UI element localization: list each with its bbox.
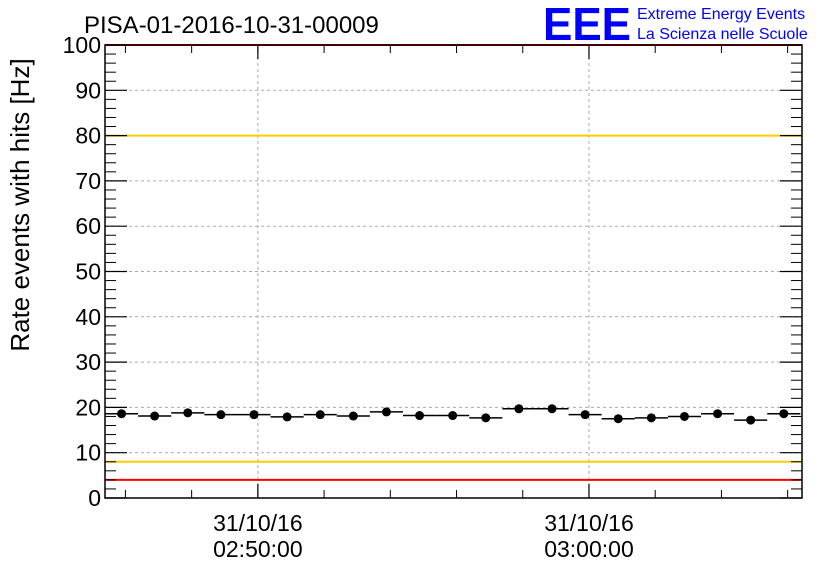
- y-axis-title: Rate events with hits [Hz]: [5, 58, 35, 351]
- y-tick-label: 100: [63, 32, 101, 58]
- data-point: [415, 411, 425, 421]
- data-point: [117, 409, 127, 419]
- y-tick-label: 90: [75, 77, 101, 103]
- y-tick-label: 60: [75, 213, 101, 239]
- y-tick-label: 0: [88, 485, 101, 511]
- data-point: [746, 415, 756, 425]
- logo-mark: EEE: [543, 0, 631, 50]
- data-point: [381, 407, 391, 417]
- data-point: [713, 409, 723, 419]
- y-tick-label: 30: [75, 349, 101, 375]
- y-tick-label: 40: [75, 304, 101, 330]
- y-tick-label: 10: [75, 440, 101, 466]
- data-series: [105, 404, 801, 425]
- data-point: [514, 404, 524, 414]
- data-point: [481, 413, 491, 423]
- data-point: [646, 413, 656, 423]
- x-tick-date: 31/10/16: [213, 510, 303, 536]
- data-point: [779, 409, 789, 419]
- logo-line1: Extreme Energy Events: [637, 6, 805, 23]
- x-tick-time: 02:50:00: [213, 536, 303, 562]
- data-point: [282, 412, 292, 422]
- data-point: [613, 414, 623, 424]
- data-point: [183, 408, 193, 418]
- data-point: [448, 411, 458, 421]
- plot-frame: [104, 44, 803, 499]
- grid: [105, 45, 802, 498]
- x-tick-date: 31/10/16: [544, 510, 634, 536]
- data-point: [679, 411, 689, 421]
- data-point: [547, 404, 557, 414]
- logo-line2: La Scienza nelle Scuole: [637, 26, 808, 43]
- x-tick-time: 03:00:00: [544, 536, 634, 562]
- data-point: [216, 410, 226, 420]
- data-point: [315, 410, 325, 420]
- y-tick-label: 50: [75, 259, 101, 285]
- chart-title: PISA-01-2016-10-31-00009: [84, 12, 379, 39]
- y-tick-label: 70: [75, 168, 101, 194]
- data-point: [249, 410, 259, 420]
- data-point: [348, 411, 358, 421]
- data-point: [580, 410, 590, 420]
- y-tick-label: 80: [75, 123, 101, 149]
- y-tick-label: 20: [75, 394, 101, 420]
- eee-logo: EEE Extreme Energy Events La Scienza nel…: [543, 0, 808, 50]
- data-point: [150, 411, 160, 421]
- y-axis-ticks: 0 10 20 30 40 50 60 70 80 90 100: [63, 32, 802, 511]
